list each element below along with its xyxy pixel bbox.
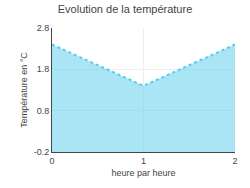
svg-text:0.8: 0.8 — [37, 106, 50, 116]
svg-text:-0.2: -0.2 — [34, 147, 50, 157]
svg-text:Température en °C: Température en °C — [19, 52, 29, 128]
svg-text:2.8: 2.8 — [37, 23, 50, 33]
svg-text:Evolution de la température: Evolution de la température — [58, 3, 193, 15]
svg-text:2: 2 — [232, 156, 237, 166]
svg-text:1: 1 — [141, 156, 146, 166]
svg-text:heure par heure: heure par heure — [111, 168, 175, 178]
svg-text:1.8: 1.8 — [37, 64, 50, 74]
svg-text:0: 0 — [49, 156, 54, 166]
